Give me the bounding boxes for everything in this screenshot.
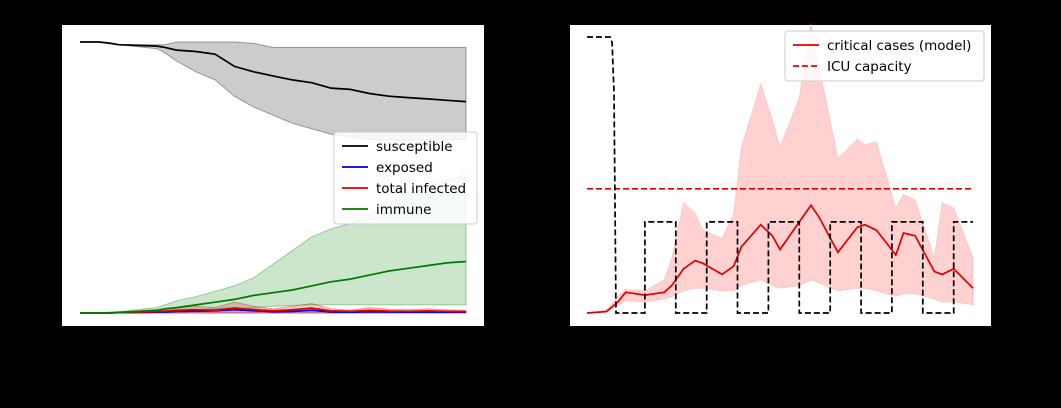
- left-series-lines: [80, 41, 467, 314]
- susceptible-band: [80, 41, 467, 141]
- left-chart-panel: susceptible exposed total infected immune: [62, 25, 484, 326]
- legend-frame: [784, 30, 985, 82]
- left-legend: susceptible exposed total infected immune: [333, 131, 478, 225]
- right-uncertainty-bands: [586, 23, 974, 314]
- critical-cases-model-band: [586, 23, 974, 314]
- right-chart-panel: critical cases (model) ICU capacity: [570, 23, 991, 326]
- legend-label-susceptible: susceptible: [376, 139, 453, 155]
- right-legend: critical cases (model) ICU capacity: [784, 30, 985, 82]
- legend-label-icu-capacity: ICU capacity: [827, 59, 912, 75]
- immune-line: [80, 260, 467, 314]
- right-series-lines: [586, 36, 974, 314]
- legend-label-immune: immune: [376, 202, 431, 218]
- legend-frame: [333, 131, 478, 225]
- critical-cases-model-line: [586, 203, 974, 314]
- series-2-line: [587, 36, 973, 314]
- legend-label-critical-cases-model: critical cases (model): [827, 38, 971, 54]
- legend-label-total-infected: total infected: [376, 181, 466, 197]
- legend-label-exposed: exposed: [376, 160, 433, 176]
- susceptible-line: [80, 41, 467, 103]
